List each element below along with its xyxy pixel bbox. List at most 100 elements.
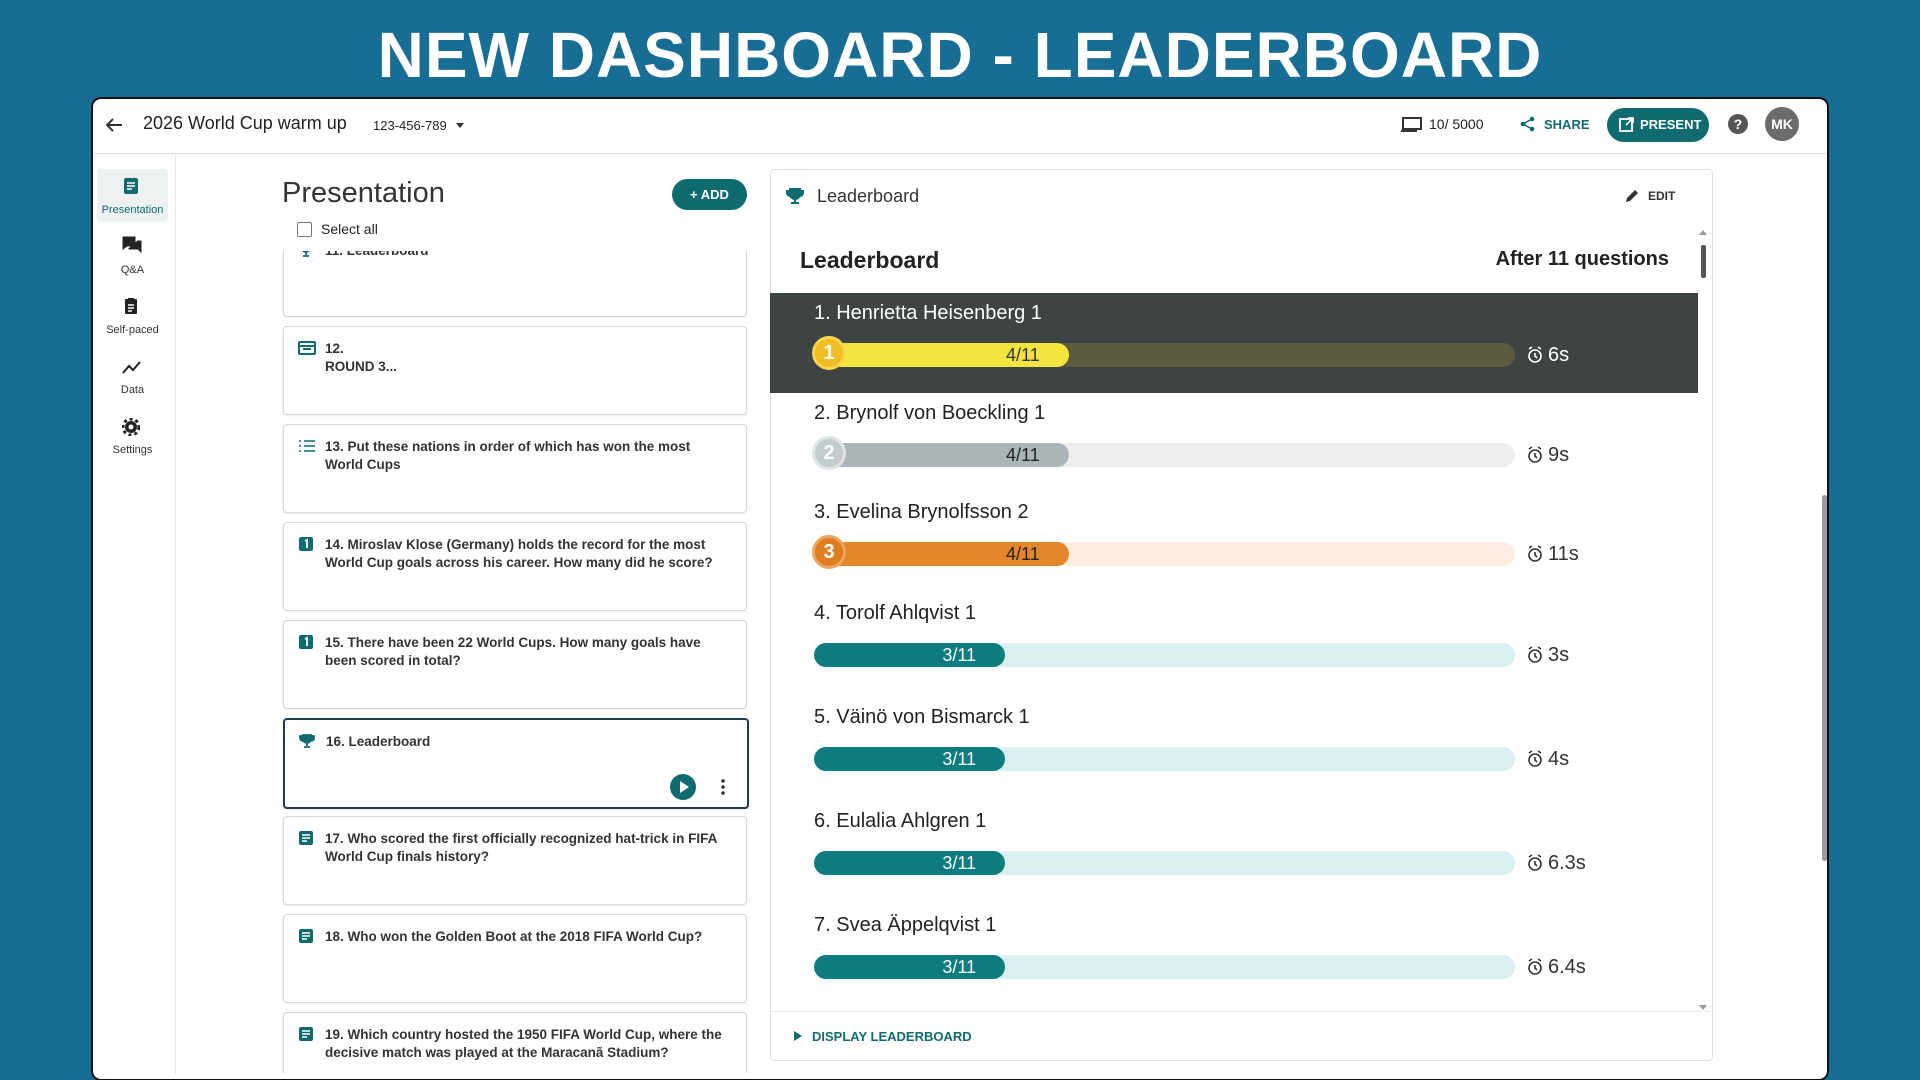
answer-time: 6.4s [1548, 956, 1586, 978]
sidebar-label[interactable]: Q&A [120, 264, 145, 276]
card-icon [298, 1026, 314, 1047]
slide-card[interactable]: 14. Miroslav Klose (Germany) holds the r… [283, 522, 747, 611]
back-button[interactable] [104, 115, 124, 135]
medal: 1 [812, 336, 846, 370]
score-bar [814, 747, 1006, 771]
select-all-label[interactable]: Select all [321, 221, 378, 237]
sidebar-label[interactable]: Presentation [101, 204, 164, 216]
slide-card[interactable]: 17. Who scored the first officially reco… [283, 816, 747, 905]
score-label: 3/11 [942, 853, 977, 873]
card-icon [298, 438, 316, 459]
select-all-checkbox[interactable] [297, 222, 312, 237]
slide-card[interactable]: 18. Who won the Golden Boot at the 2018 … [283, 914, 747, 1003]
sidebar-icon[interactable] [121, 417, 141, 441]
player-name: 3. Evelina Brynolfsson 2 [814, 501, 1029, 523]
slide-card[interactable]: 19. Which country hosted the 1950 FIFA W… [283, 1012, 747, 1073]
card-icon [298, 634, 314, 655]
card-title: 18. Who won the Golden Boot at the 2018 … [325, 929, 703, 944]
sidebar-label[interactable]: Self-paced [106, 324, 159, 336]
clock-icon [1526, 958, 1544, 981]
sidebar-icon[interactable] [122, 297, 140, 320]
sidebar-icon[interactable] [122, 236, 142, 259]
leaderboard-title: Leaderboard [800, 247, 940, 273]
inner-scrollbar [1699, 230, 1707, 1010]
score-label: 4/11 [1006, 544, 1040, 564]
presentation-name[interactable]: 2026 World Cup warm up [143, 113, 347, 133]
medal: 3 [812, 535, 846, 569]
player-name: 6. Eulalia Ahlgren 1 [814, 810, 987, 832]
score-label: 3/11 [942, 749, 977, 769]
card-list: 11. Leaderboard 12. ROUND 3... 13. Put the… [281, 251, 751, 1073]
card-title: 16. Leaderboard [326, 734, 431, 749]
score-bar [814, 955, 1006, 979]
share-icon[interactable] [1520, 116, 1536, 132]
sidebar-label[interactable]: Data [120, 384, 145, 396]
clock-icon [1526, 346, 1544, 369]
avatar[interactable]: MK [1765, 107, 1799, 141]
slide-card[interactable]: 13. Put these nations in order of which … [283, 424, 747, 513]
clock-icon [1526, 854, 1544, 877]
window-scrollbar [1822, 495, 1827, 861]
card-title: 11. Leaderboard [325, 251, 725, 260]
participants: 10/ 5000 [1429, 116, 1484, 132]
card-icon [298, 830, 314, 851]
clock-icon [1526, 750, 1544, 773]
slide-card[interactable]: 15. There have been 22 World Cups. How m… [283, 620, 747, 709]
slide-card[interactable]: 16. Leaderboard [283, 718, 749, 809]
card-icon [298, 536, 314, 557]
sidebar-icon[interactable] [122, 358, 142, 381]
score-label: 4/11 [1006, 445, 1040, 465]
help-button[interactable]: ? [1728, 114, 1748, 134]
score-label: 3/11 [942, 957, 977, 977]
sidebar-icon[interactable] [122, 177, 140, 200]
card-title: 17. Who scored the first officially reco… [325, 831, 717, 864]
card-icon [298, 928, 314, 949]
card-menu[interactable] [720, 779, 726, 800]
leaderboard-panel-title: Leaderboard [817, 186, 920, 206]
answer-time: 4s [1548, 748, 1570, 770]
card-icon [298, 251, 314, 263]
footer-divider [771, 1011, 1711, 1012]
player-name: 4. Torolf Ahlqvist 1 [814, 602, 976, 624]
clock-icon [1526, 545, 1544, 568]
card-icon [298, 340, 316, 361]
score-label: 3/11 [942, 645, 977, 665]
player-name: 7. Svea Äppelqvist 1 [814, 914, 997, 936]
page-title: NEW DASHBOARD - LEADERBOARD [377, 19, 1543, 91]
player-name: 2. Brynolf von Boeckling 1 [814, 402, 1046, 424]
card-icon [299, 733, 315, 754]
add-button[interactable]: + ADD [672, 179, 747, 210]
slide-card[interactable]: 11. Leaderboard [283, 251, 747, 317]
score-bar [814, 343, 1069, 367]
card-title: 13. Put these nations in order of which … [325, 439, 691, 472]
medal: 2 [812, 436, 846, 470]
share-button[interactable]: SHARE [1544, 117, 1590, 132]
leaderboard-subtitle: After 11 questions [1495, 248, 1669, 270]
present-button-bg[interactable] [1607, 108, 1709, 142]
display-leaderboard[interactable]: DISPLAY LEADERBOARD [812, 1029, 972, 1044]
sidebar-divider [175, 154, 176, 1074]
footer-caret[interactable] [793, 1030, 803, 1042]
edit-button[interactable]: EDIT [1648, 189, 1676, 203]
presentation-code[interactable]: 123-456-789 [373, 118, 447, 133]
code-dropdown[interactable] [455, 121, 465, 129]
answer-time: 9s [1548, 444, 1570, 466]
card-title: 15. There have been 22 World Cups. How m… [325, 635, 701, 668]
presentation-panel-title: Presentation [282, 177, 445, 209]
score-bar [814, 851, 1006, 875]
slide-card[interactable]: 12. ROUND 3... [283, 326, 747, 415]
player-name: 5. Väinö von Bismarck 1 [814, 706, 1030, 728]
play-button[interactable] [670, 774, 696, 805]
score-bar [814, 542, 1069, 566]
answer-time: 11s [1548, 543, 1579, 565]
answer-time: 6s [1548, 344, 1570, 366]
edit-icon[interactable] [1625, 189, 1639, 203]
present-button[interactable]: PRESENT [1640, 117, 1702, 132]
clock-icon [1526, 446, 1544, 469]
devices-icon [1401, 117, 1422, 132]
trophy-icon [786, 188, 804, 204]
sidebar-label[interactable]: Settings [112, 444, 153, 456]
score-bar [814, 443, 1069, 467]
card-title: 14. Miroslav Klose (Germany) holds the r… [325, 537, 713, 570]
